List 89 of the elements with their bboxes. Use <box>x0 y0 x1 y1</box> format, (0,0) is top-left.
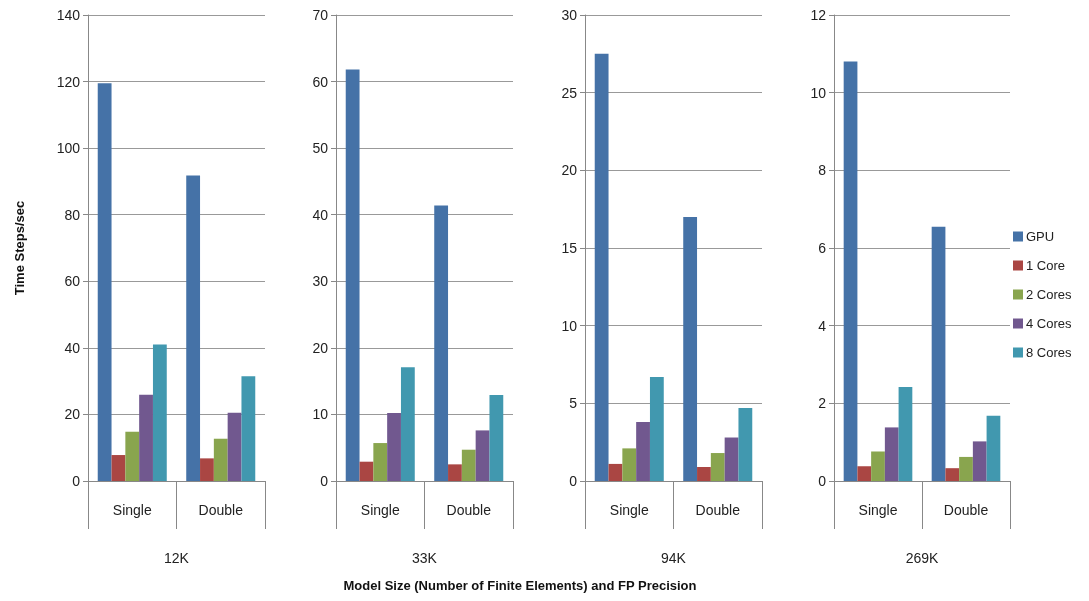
bar <box>200 458 214 481</box>
bar <box>213 438 228 481</box>
y-tick-label: 60 <box>64 273 81 290</box>
bar <box>139 394 153 481</box>
bar <box>636 421 650 481</box>
bar <box>683 216 698 481</box>
y-tick-label: 40 <box>312 206 329 223</box>
bar <box>387 413 401 481</box>
x-tick-label: Single <box>609 502 649 518</box>
y-tick-label: 8 <box>818 162 827 179</box>
legend-label: GPU <box>1026 229 1055 244</box>
bar <box>697 467 711 481</box>
y-tick-label: 50 <box>312 140 329 157</box>
bar <box>594 53 609 481</box>
bar <box>945 468 960 481</box>
x-tick-label: Double <box>943 502 989 518</box>
x-axis-title: 12K <box>164 550 190 566</box>
bar <box>898 387 913 481</box>
bar <box>448 464 462 481</box>
y-tick-label: 20 <box>64 406 81 423</box>
y-tick-label: 30 <box>561 7 578 23</box>
y-tick-label: 40 <box>64 339 81 356</box>
y-tick-label: 10 <box>561 317 578 334</box>
x-axis-title: 33K <box>412 550 438 566</box>
bar <box>738 407 753 481</box>
bar <box>373 443 388 481</box>
y-tick-label: 12 <box>810 7 827 23</box>
y-axis-title: Time Steps/sec <box>12 200 27 296</box>
y-tick-label: 6 <box>818 240 827 256</box>
bar <box>434 205 449 481</box>
bar <box>710 453 725 481</box>
y-tick-label: 70 <box>312 7 329 23</box>
bar <box>241 376 256 481</box>
y-tick-label: 2 <box>818 395 827 412</box>
bar <box>857 466 872 481</box>
bar <box>152 344 167 481</box>
text: Model Size (Number of Finite Elements) and FP Precision <box>342 578 698 593</box>
y-tick-label: 60 <box>312 73 329 90</box>
y-tick-label: 0 <box>818 473 827 489</box>
bar <box>359 461 374 481</box>
bar <box>489 395 504 481</box>
bar <box>931 226 946 481</box>
x-tick-label: Double <box>695 502 741 518</box>
bar <box>111 455 126 481</box>
legend-label: 1 Core <box>1026 258 1066 273</box>
y-tick-label: 5 <box>569 395 578 412</box>
bar <box>972 441 987 481</box>
x-axis-title: 94K <box>661 550 687 566</box>
y-tick-label: 100 <box>56 140 81 157</box>
y-tick-label: 140 <box>56 7 81 23</box>
bar <box>724 437 739 481</box>
bar <box>608 463 623 481</box>
y-tick-label: 20 <box>561 162 578 179</box>
x-tick-label: Double <box>198 502 244 518</box>
x-tick-label: Single <box>112 502 152 518</box>
bar <box>461 449 476 481</box>
legend-label: 8 Cores <box>1026 345 1073 360</box>
y-tick-label: 25 <box>561 84 578 101</box>
y-tick-label: 30 <box>312 273 329 290</box>
bar <box>959 456 973 481</box>
bar <box>843 61 858 481</box>
legend-label: 2 Cores <box>1026 287 1073 302</box>
y-tick-label: 0 <box>569 473 578 489</box>
bar <box>871 451 885 481</box>
y-tick-label: 20 <box>312 339 329 356</box>
bar <box>649 376 664 481</box>
x-axis-title: 269K <box>905 550 940 566</box>
x-tick-label: Double <box>446 502 492 518</box>
bar <box>186 175 201 481</box>
y-tick-label: 0 <box>320 473 329 489</box>
bar <box>622 448 637 481</box>
x-tick-label: Single <box>360 502 400 518</box>
bar <box>986 415 1001 481</box>
bar <box>475 430 490 481</box>
y-tick-label: 10 <box>312 406 329 423</box>
bar <box>125 431 140 481</box>
y-tick-label: 120 <box>56 73 81 90</box>
x-tick-label: Single <box>858 502 898 518</box>
bar <box>400 367 415 481</box>
bar <box>884 427 899 481</box>
y-tick-label: 0 <box>72 473 81 489</box>
legend-label: 4 Cores <box>1026 316 1073 331</box>
y-tick-label: 4 <box>818 317 827 334</box>
y-tick-label: 10 <box>810 84 827 101</box>
y-tick-label: 15 <box>561 240 578 256</box>
y-tick-label: 80 <box>64 206 81 223</box>
bar <box>227 412 242 481</box>
bar <box>97 83 112 481</box>
bar <box>345 69 360 481</box>
